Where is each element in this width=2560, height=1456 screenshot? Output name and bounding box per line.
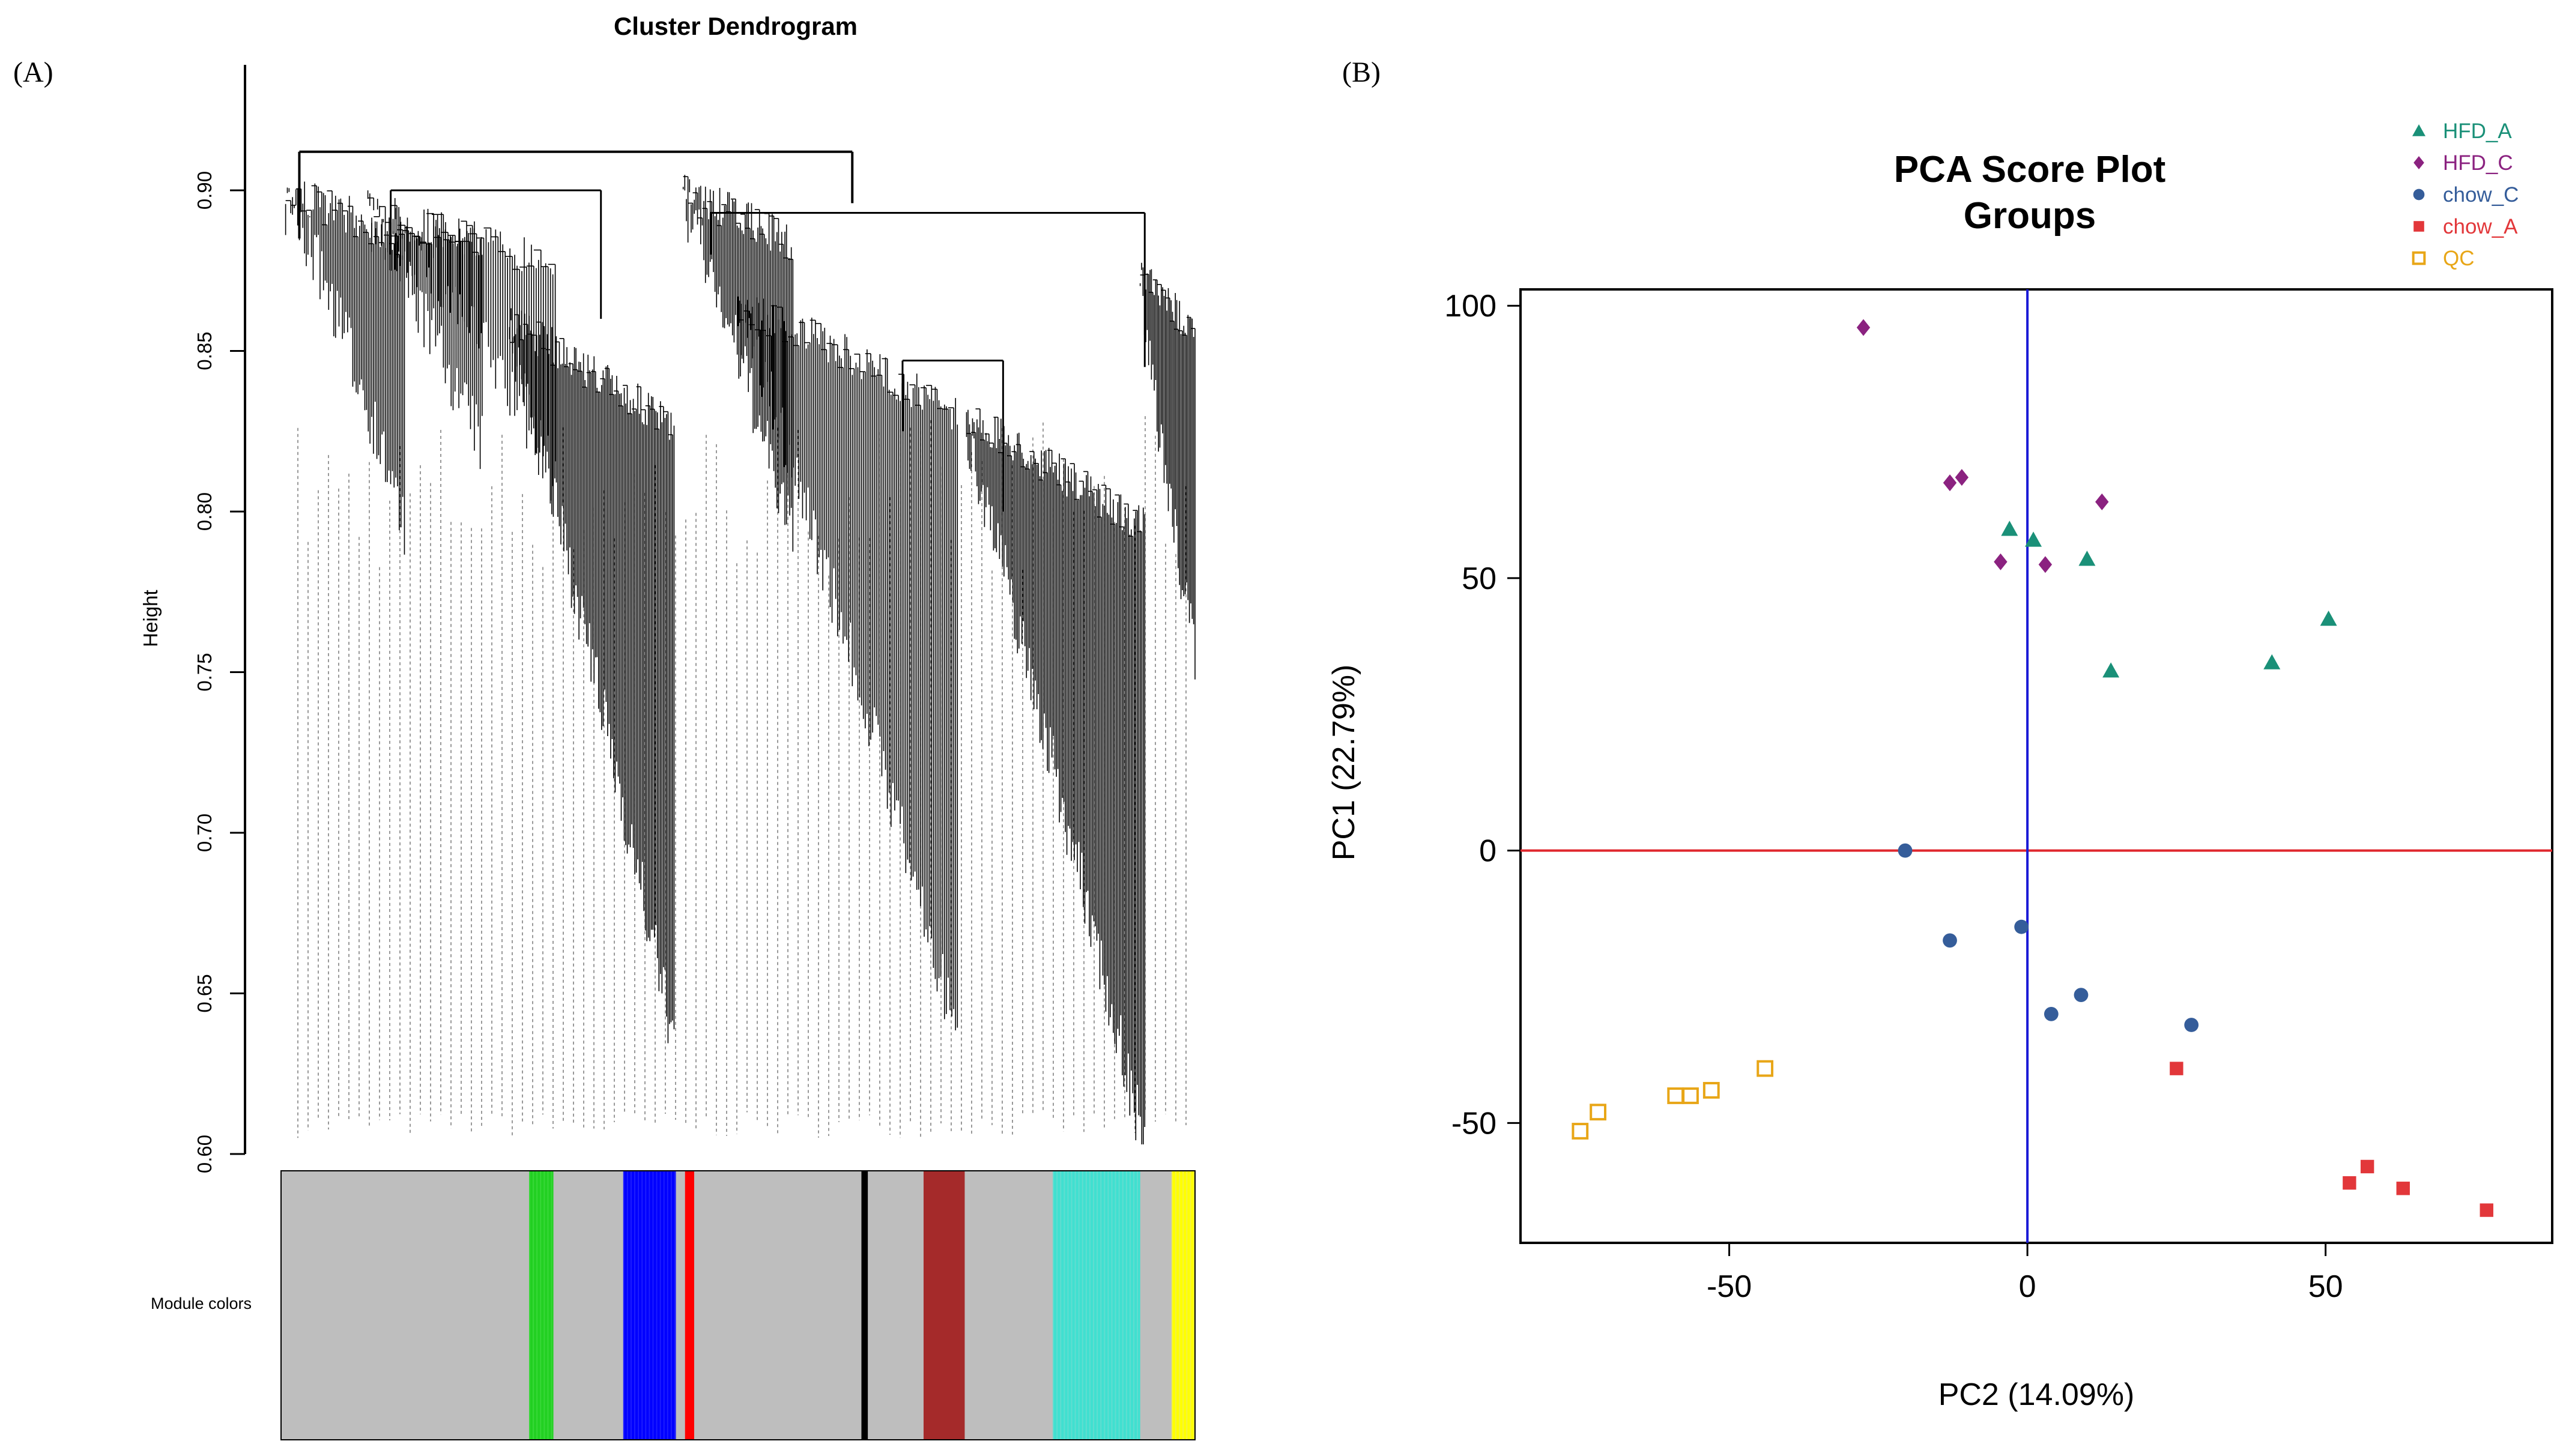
pca-x-tick-label: -50 xyxy=(1707,1269,1752,1304)
pca-point-qc xyxy=(1572,1123,1589,1140)
panel-b-label: (B) xyxy=(1342,56,1381,88)
pca-point-chow-c xyxy=(1898,843,1913,858)
panel-a-label: (A) xyxy=(13,56,53,88)
pca-point-hfd-c xyxy=(2095,493,2109,510)
pca-point-chow-c xyxy=(2184,1018,2199,1032)
dendrogram-y-tick-label: 0.60 xyxy=(193,1135,216,1173)
legend-label: HFD_A xyxy=(2443,119,2512,143)
dendrogram-tree xyxy=(285,150,1196,1144)
pca-points xyxy=(1572,319,2493,1217)
legend-marker-chow-c xyxy=(2413,189,2425,201)
pca-point-chow-a xyxy=(2343,1176,2356,1190)
pca-point-hfd-c xyxy=(1994,553,2008,570)
dendrogram-y-tick-label: 0.85 xyxy=(193,331,216,370)
pca-y-axis-label: PC1 (22.79%) xyxy=(1327,665,1361,861)
pca-point-chow-c xyxy=(1943,933,1957,948)
pca-point-hfd-a xyxy=(2263,654,2281,669)
pca-point-hfd-c xyxy=(1856,319,1871,336)
dendrogram-y-tick-label: 0.90 xyxy=(193,171,216,210)
pca-point-chow-c xyxy=(2074,988,2089,1003)
pca-point-hfd-a xyxy=(2001,521,2018,536)
dendrogram-panel: (A) Cluster Dendrogram Height 0.600.650.… xyxy=(13,12,1196,1440)
module-colors-bar xyxy=(280,1170,1196,1440)
pca-plot-frame xyxy=(1519,288,2553,1244)
pca-legend: HFD_A HFD_C chow_C chow_A QC xyxy=(2412,119,2519,270)
pca-point-qc xyxy=(1702,1082,1720,1099)
module-color-block xyxy=(1140,1171,1173,1440)
module-color-block xyxy=(694,1171,862,1440)
pca-point-hfd-a xyxy=(2025,531,2042,547)
pca-point-chow-a xyxy=(2396,1182,2410,1195)
pca-x-axis-label: PC2 (14.09%) xyxy=(1938,1377,2135,1412)
module-bar-frame xyxy=(280,1170,1196,1440)
legend-label: HFD_C xyxy=(2443,151,2513,175)
legend-label: chow_C xyxy=(2443,183,2519,207)
module-color-block xyxy=(868,1171,924,1440)
dendrogram-y-tick-label: 0.70 xyxy=(193,814,216,852)
pca-point-qc xyxy=(1682,1087,1699,1104)
module-color-block xyxy=(281,1171,530,1440)
pca-y-tick-label: 50 xyxy=(1462,561,1496,596)
pca-point-hfd-c xyxy=(2038,556,2053,573)
dendrogram-y-tick-label: 0.65 xyxy=(193,974,216,1012)
dendrogram-y-tick-label: 0.75 xyxy=(193,653,216,691)
legend-marker-qc xyxy=(2412,251,2426,265)
pca-point-hfd-a xyxy=(2102,662,2120,678)
pca-y-tick-label: -50 xyxy=(1451,1106,1496,1141)
pca-point-chow-a xyxy=(2480,1203,2493,1217)
pca-point-chow-c xyxy=(2044,1006,2059,1021)
legend-label: QC xyxy=(2443,247,2475,270)
module-color-block xyxy=(676,1171,686,1440)
pca-point-qc xyxy=(1757,1060,1774,1077)
legend-marker-hfd-a xyxy=(2412,124,2425,136)
legend-label: chow_A xyxy=(2443,215,2518,238)
pca-point-hfd-c xyxy=(1955,469,1969,486)
legend-marker-chow-a xyxy=(2413,221,2424,232)
pca-x-tick-label: 50 xyxy=(2308,1269,2343,1304)
module-color-block xyxy=(923,1171,965,1440)
pca-x-tick-label: 0 xyxy=(2019,1269,2036,1304)
module-color-block xyxy=(685,1171,695,1440)
pca-panel: (B) PCA Score Plot Groups -50 0 50 -50 0 50 10… xyxy=(1327,56,2553,1412)
module-color-block xyxy=(964,1171,1054,1440)
pca-title: PCA Score Plot xyxy=(1894,149,2165,190)
pca-reference-lines xyxy=(1521,289,2552,1243)
module-color-block xyxy=(553,1171,625,1440)
dendrogram-title: Cluster Dendrogram xyxy=(614,12,858,40)
pca-point-hfd-c xyxy=(1943,474,1957,492)
pca-point-chow-a xyxy=(2170,1062,2183,1075)
dendrogram-y-tick-label: 0.80 xyxy=(193,492,216,531)
pca-point-chow-c xyxy=(2014,919,2029,934)
dendrogram-y-axis-label: Height xyxy=(139,590,162,647)
pca-y-tick-label: 100 xyxy=(1444,289,1496,324)
pca-point-hfd-a xyxy=(2320,610,2337,626)
pca-point-qc xyxy=(1590,1104,1606,1121)
pca-y-tick-label: 0 xyxy=(1479,834,1496,869)
pca-subtitle: Groups xyxy=(1964,195,2096,237)
dendrogram-y-ticks: 0.60 0.65 0.70 0.75 0.80 0.85 0.90 xyxy=(193,171,245,1173)
module-colors-label: Module colors xyxy=(151,1294,252,1313)
pca-axis-ticks: -50 0 50 -50 0 50 100 xyxy=(1444,289,2343,1304)
pca-point-hfd-a xyxy=(2078,551,2096,566)
pca-point-chow-a xyxy=(2360,1159,2374,1174)
legend-marker-hfd-c xyxy=(2413,156,2424,169)
module-color-block xyxy=(861,1171,868,1440)
